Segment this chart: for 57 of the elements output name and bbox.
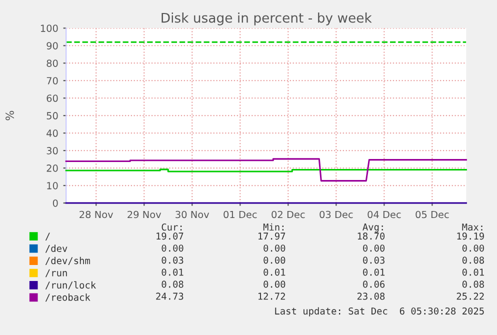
text: 0.08 [462, 280, 484, 288]
x-tick-label: 28 Nov [80, 210, 114, 218]
legend-label: /dev/shm [45, 256, 90, 265]
y-tick-label: 40 [46, 130, 58, 137]
x-tick-label: 05 Dec [416, 210, 449, 218]
text: 0.06 [363, 280, 385, 288]
text: 18.70 [358, 232, 385, 240]
text: 0.01 [363, 268, 385, 276]
text: Last update: Sat Dec 6 05:30:28 2025 [275, 307, 484, 316]
text: 0.03 [162, 256, 184, 264]
x-tick-label: 30 Nov [176, 210, 210, 218]
y-tick-label: 70 [46, 77, 58, 84]
text: Min: [263, 223, 284, 230]
line-series [65, 158, 467, 182]
legend-label: / [45, 232, 50, 241]
y-axis-title: % [6, 110, 14, 120]
text: 0.00 [264, 256, 286, 264]
text: 0.08 [162, 280, 184, 288]
x-tick-label: 03 Dec [320, 210, 353, 218]
text: 23.08 [357, 292, 385, 300]
text: 0.00 [264, 244, 286, 252]
y-tick-label: 30 [46, 147, 58, 154]
text: 17.97 [258, 232, 286, 240]
x-tick-label: 29 Nov [128, 210, 162, 218]
y-tick-label: 0 [52, 199, 58, 207]
legend-label: /reoback [45, 294, 90, 302]
text: 0.01 [264, 268, 286, 276]
text: 25.22 [456, 292, 484, 300]
legend-label: /run/lock [45, 281, 96, 290]
text: 0.01 [162, 268, 184, 276]
text: 19.07 [156, 232, 184, 240]
text: 0.00 [162, 244, 184, 252]
y-tick-label: 20 [46, 164, 58, 172]
text: 0.01 [462, 268, 484, 276]
y-tick-label: 80 [46, 60, 58, 67]
text: Avg: [362, 224, 383, 232]
x-tick-label: 04 Dec [368, 210, 401, 218]
text: 0.03 [363, 256, 384, 264]
text: 12.72 [258, 292, 285, 300]
y-tick-label: 100 [40, 24, 58, 32]
x-tick-label: 02 Dec [272, 210, 305, 218]
text: 0.08 [462, 256, 484, 264]
text: 0.00 [462, 244, 484, 252]
x-tick-label: 01 Dec [224, 210, 257, 218]
text: Cur: [162, 223, 182, 231]
text: 24.73 [156, 292, 184, 300]
y-tick-label: 90 [46, 42, 58, 50]
text: 0.00 [363, 244, 385, 252]
legend-label: /run [45, 269, 67, 278]
y-tick-label: 10 [47, 182, 58, 190]
text: 19.19 [457, 232, 484, 240]
text: Max: [462, 224, 482, 231]
legend-label: /dev [45, 244, 68, 253]
chart-title: Disk usage in percent - by week [162, 12, 372, 26]
y-tick-label: 60 [46, 94, 58, 102]
y-tick-label: 50 [46, 112, 58, 120]
text: 0.00 [264, 280, 286, 288]
